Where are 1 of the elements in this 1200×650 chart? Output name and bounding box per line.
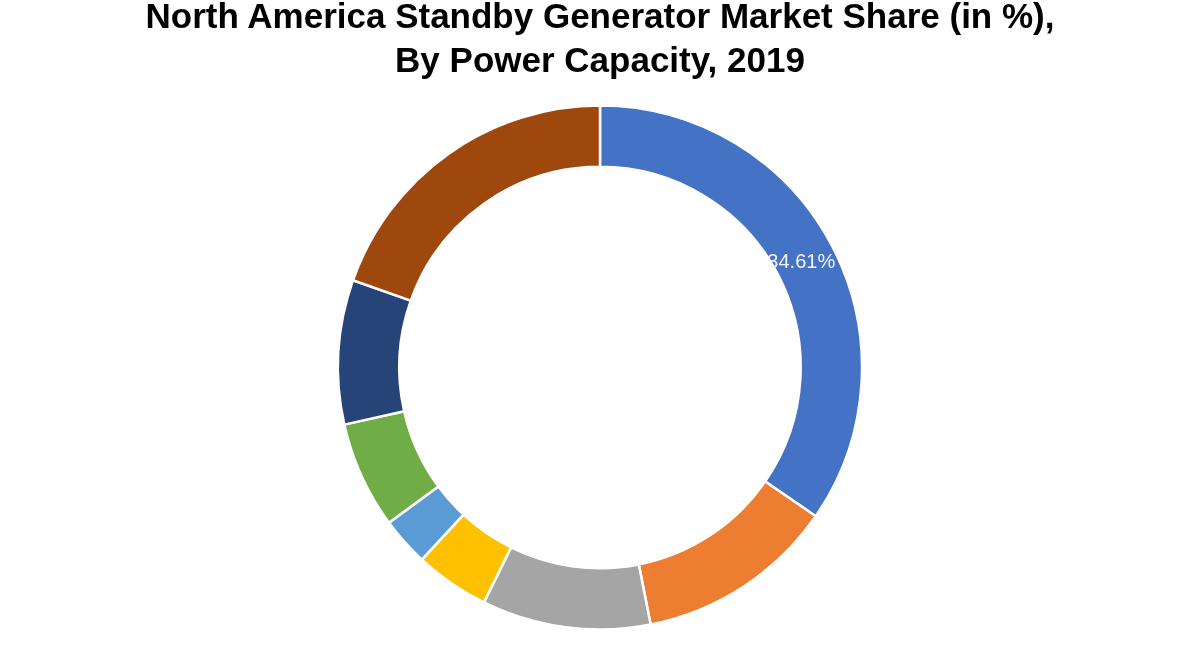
- chart-title: North America Standby Generator Market Share (in %), By Power Capacity, 2019: [145, 0, 1055, 79]
